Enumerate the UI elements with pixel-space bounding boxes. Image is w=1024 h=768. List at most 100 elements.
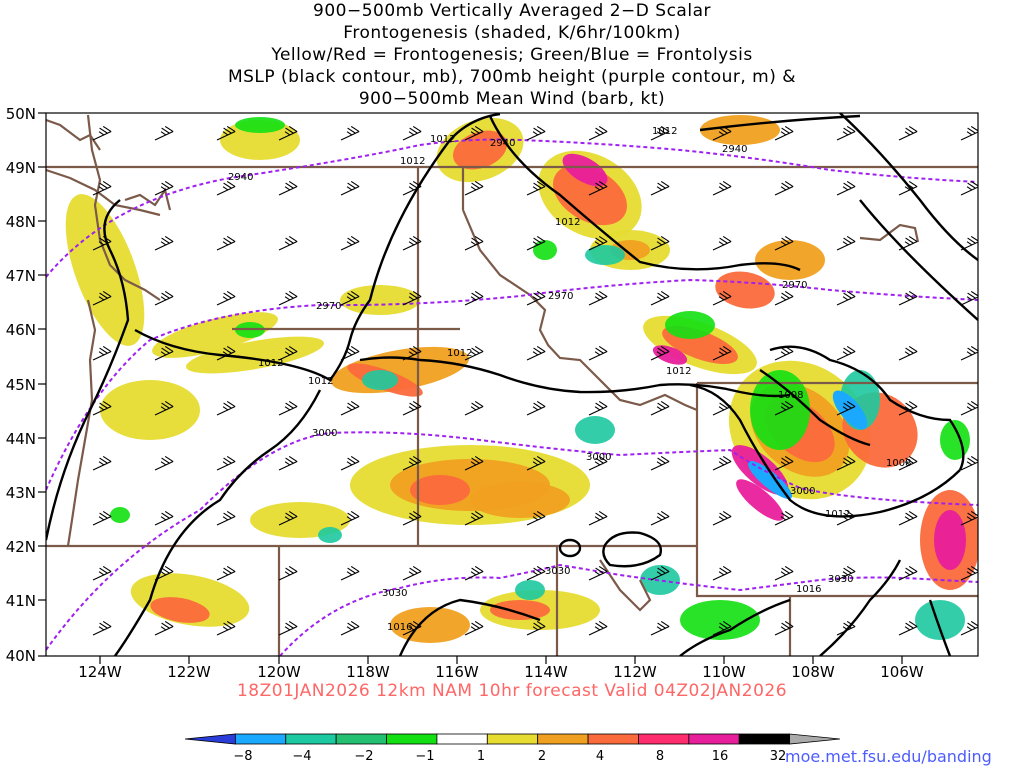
frontogenesis-region	[65, 194, 145, 346]
wind-barb	[898, 510, 918, 526]
wind-barb	[898, 290, 918, 306]
colorbar-swatch	[486, 733, 539, 745]
wind-barb	[216, 235, 236, 251]
wind-barb	[650, 345, 670, 361]
frontogenesis-region	[410, 475, 470, 505]
mslp-label: 1012	[555, 217, 580, 228]
frontogenesis-region	[715, 271, 775, 309]
wind-barb	[154, 565, 174, 581]
wind-barb	[340, 455, 360, 471]
wind-barb	[154, 180, 174, 196]
wind-barb	[836, 345, 856, 361]
wind-barb	[92, 290, 112, 306]
wind-barb	[340, 290, 360, 306]
frontolysis-region	[680, 600, 760, 640]
lat-tick-label: 48N	[6, 213, 36, 231]
frontogenesis-region	[934, 510, 966, 570]
title-line-5: 900−500mb Mean Wind (barb, kt)	[358, 89, 666, 109]
mslp-contours	[46, 113, 978, 656]
frontogenesis-region	[186, 336, 324, 374]
wind-barb	[278, 565, 298, 581]
wind-barb	[650, 510, 670, 526]
lat-tick-label: 50N	[6, 105, 36, 123]
wind-barb	[650, 620, 670, 636]
frontolysis-region	[515, 580, 545, 600]
wind-barb	[278, 455, 298, 471]
wind-barb	[712, 565, 732, 581]
wind-barb	[588, 180, 608, 196]
height-label: 3000	[312, 428, 337, 439]
lon-tick-label: 106W	[880, 663, 924, 681]
colorbar-swatch	[738, 733, 791, 745]
wind-barb	[154, 455, 174, 471]
height-label: 2970	[782, 280, 807, 291]
wind-barb	[464, 455, 484, 471]
height-label: 2970	[316, 301, 341, 312]
frontogenesis-region	[562, 153, 608, 187]
wind-barb	[712, 345, 732, 361]
wind-barb	[588, 565, 608, 581]
wind-barb	[526, 345, 546, 361]
height-contours-700mb	[46, 138, 978, 656]
wind-barb	[464, 510, 484, 526]
wind-barb	[402, 290, 422, 306]
title-line-2: Frontogenesis (shaded, K/6hr/100km)	[343, 23, 681, 43]
wind-barb	[526, 620, 546, 636]
mslp-label: 1012	[308, 376, 333, 387]
colorbar-swatch	[184, 733, 236, 745]
wind-barb	[402, 565, 422, 581]
wind-barb	[898, 455, 918, 471]
wind-barb	[526, 290, 546, 306]
wind-barb	[464, 290, 484, 306]
frontolysis-region	[585, 245, 625, 265]
wind-barb	[92, 400, 112, 416]
wind-barb	[588, 290, 608, 306]
wind-barb	[836, 455, 856, 471]
height-label: 3030	[545, 566, 570, 577]
wind-barb	[278, 510, 298, 526]
wind-barb	[340, 400, 360, 416]
wind-barb	[526, 125, 546, 141]
mslp-label: 1012	[430, 134, 455, 145]
wind-barb	[774, 235, 794, 251]
wind-barb	[402, 345, 422, 361]
frontolysis-region	[915, 600, 965, 640]
credit-url[interactable]: moe.met.fsu.edu/banding	[785, 747, 992, 766]
wind-barb	[464, 180, 484, 196]
lat-axis-labels: 50N 49N 48N 47N 46N 45N 44N 43N 42N 41N …	[6, 105, 36, 665]
wind-barb	[588, 400, 608, 416]
lat-tick-label: 43N	[6, 484, 36, 502]
wind-barb	[712, 455, 732, 471]
wind-barb	[526, 565, 546, 581]
wind-barb	[650, 180, 670, 196]
mslp-label: 1016	[387, 622, 412, 633]
frontogenesis-region	[100, 380, 200, 440]
wind-barb	[154, 125, 174, 141]
lon-axis-labels: 124W 122W 120W 118W 116W 114W 112W 110W …	[78, 663, 924, 681]
lon-tick-label: 108W	[791, 663, 835, 681]
wind-barb	[216, 620, 236, 636]
wind-barb	[464, 400, 484, 416]
wind-barb	[92, 510, 112, 526]
wind-barb	[650, 455, 670, 471]
wind-barb	[960, 620, 978, 636]
wind-barb	[836, 180, 856, 196]
wind-barb	[464, 620, 484, 636]
mslp-label: 1008	[886, 458, 911, 469]
colorbar-swatch	[587, 733, 639, 745]
height-label: 3030	[828, 574, 853, 585]
colorbar-swatch	[436, 733, 488, 745]
colorbar-tick-label: −1	[415, 749, 434, 764]
wind-barb	[526, 400, 546, 416]
wind-barb	[774, 290, 794, 306]
colorbar-tick-label: 2	[538, 749, 546, 764]
wind-barb	[526, 455, 546, 471]
wind-barb	[402, 180, 422, 196]
wind-barb	[402, 510, 422, 526]
wind-barb	[216, 345, 236, 361]
wind-barb	[836, 125, 856, 141]
wind-barb	[650, 125, 670, 141]
wind-barb	[836, 235, 856, 251]
wind-barb	[402, 620, 422, 636]
